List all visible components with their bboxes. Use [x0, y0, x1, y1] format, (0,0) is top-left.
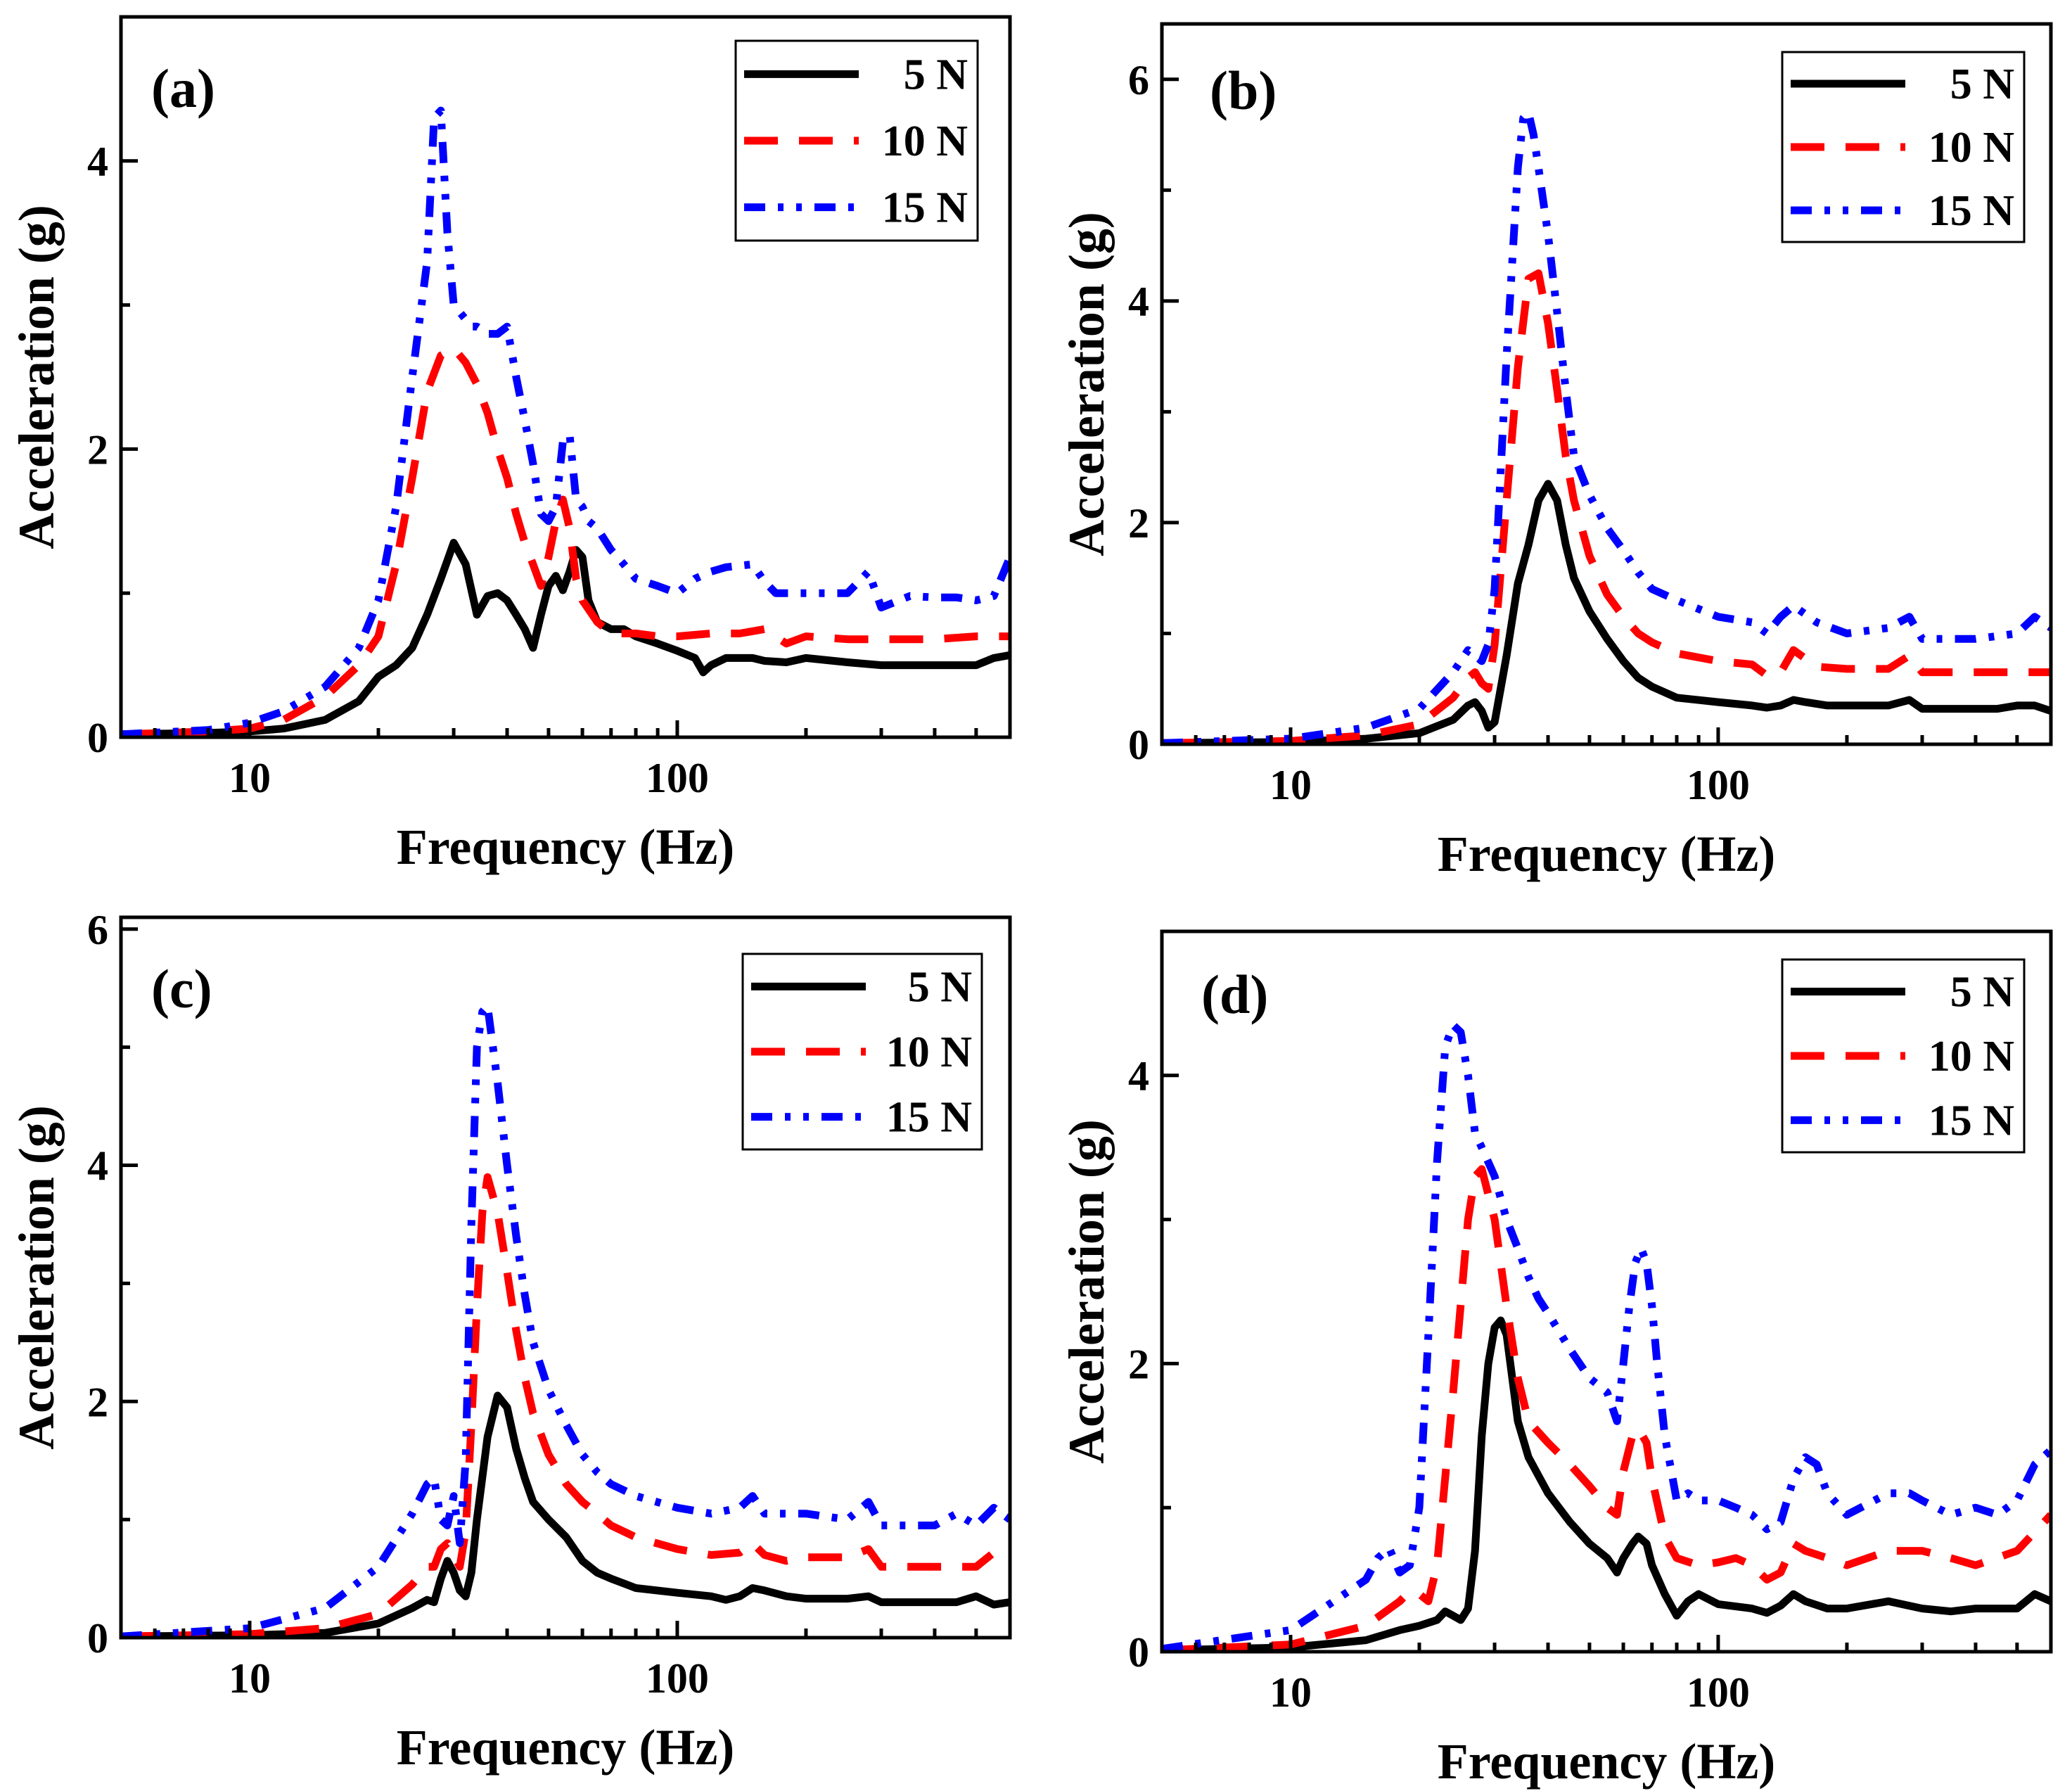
y-tick-label: 2 [1128, 1341, 1149, 1387]
legend-label: 10 N [1929, 1033, 2014, 1081]
legend-label: 15 N [1929, 187, 2014, 235]
y-tick-label: 2 [87, 1379, 108, 1425]
y-tick-label: 0 [1128, 722, 1149, 768]
plot-frame [1160, 929, 2053, 1654]
panel-label: (b) [1210, 60, 1277, 121]
y-axis-title: Acceleration (g) [8, 1105, 65, 1450]
x-axis-title: Frequency (Hz) [1438, 1733, 1776, 1790]
y-axis-title: Acceleration (g) [1059, 212, 1115, 556]
y-tick-label: 4 [1128, 1053, 1149, 1100]
y-tick-label: 6 [1128, 57, 1149, 103]
series-line-15n [121, 1002, 1010, 1638]
legend-label: 15 N [882, 184, 968, 232]
plot-frame [119, 15, 1012, 739]
y-tick-label: 0 [1128, 1629, 1149, 1676]
y-tick-label: 4 [1128, 279, 1149, 325]
series-line-5n [1162, 1316, 2051, 1652]
legend: 5 N 10 N 15 N [741, 952, 983, 1151]
x-axis-title: Frequency (Hz) [1438, 826, 1776, 882]
x-tick-label: 100 [1687, 762, 1750, 808]
legend-label: 5 N [1950, 969, 2014, 1016]
y-tick-label: 0 [87, 715, 108, 761]
legend-label: 5 N [904, 51, 968, 98]
x-tick-label: 10 [1270, 1669, 1312, 1716]
legend-label: 10 N [886, 1028, 972, 1076]
y-tick-label: 0 [87, 1615, 108, 1662]
chart-panel-c: 10 100 0 2 4 6 Frequency (Hz) Acceleration (g) (… [8, 907, 1012, 1776]
panel-label: (d) [1201, 964, 1268, 1025]
legend-label: 15 N [886, 1094, 972, 1142]
series-line-10n [121, 1173, 1010, 1638]
x-tick-label: 10 [229, 755, 271, 801]
legend-label: 5 N [908, 963, 972, 1011]
series-group [121, 106, 1010, 737]
x-tick-label: 10 [229, 1655, 271, 1702]
legend-label: 10 N [1929, 124, 2014, 172]
plot-frame [119, 915, 1012, 1640]
series-line-10n [1162, 1165, 2051, 1652]
series-line-15n [1162, 108, 2051, 744]
x-tick-label: 100 [1687, 1669, 1750, 1716]
series-group [1162, 108, 2051, 744]
y-tick-label: 2 [1128, 500, 1149, 547]
x-tick-label: 100 [646, 1655, 709, 1702]
chart-panel-d: 10 100 0 2 4 Frequency (Hz) Acceleration (g) (d… [1059, 929, 2053, 1790]
chart-panel-b: 10 100 0 2 4 6 Frequency (Hz) Acceleration (g) (… [1059, 22, 2053, 882]
y-axis-title: Acceleration (g) [1059, 1119, 1115, 1464]
y-tick-label: 4 [87, 1143, 108, 1190]
y-tick-label: 4 [87, 139, 108, 185]
legend: 5 N 10 N 15 N [734, 39, 979, 242]
y-tick-label: 2 [87, 426, 108, 473]
x-axis-title: Frequency (Hz) [397, 819, 735, 875]
series-line-5n [1162, 480, 2051, 744]
x-axis-title: Frequency (Hz) [397, 1719, 735, 1776]
legend: 5 N 10 N 15 N [1781, 51, 2026, 243]
series-group [121, 1002, 1010, 1638]
panel-label: (a) [151, 58, 215, 119]
y-tick-label: 6 [87, 907, 108, 953]
series-group [1162, 1021, 2051, 1652]
x-tick-label: 10 [1270, 762, 1312, 808]
series-line-15n [1162, 1021, 2051, 1652]
legend-label: 5 N [1950, 60, 2014, 108]
series-line-10n [1162, 269, 2051, 744]
x-tick-label: 100 [646, 755, 709, 801]
y-axis-title: Acceleration (g) [8, 205, 65, 549]
series-line-15n [121, 106, 1010, 737]
legend-label: 15 N [1929, 1097, 2014, 1145]
panel-label: (c) [151, 958, 212, 1019]
legend: 5 N 10 N 15 N [1781, 958, 2026, 1154]
legend-label: 10 N [882, 117, 968, 165]
series-line-5n [121, 539, 1010, 737]
plot-frame [1160, 22, 2053, 746]
chart-panel-a: 10 100 0 2 4 Frequency (Hz) Acceleration (g) (a… [8, 15, 1012, 875]
series-line-10n [121, 344, 1010, 737]
series-line-5n [121, 1391, 1010, 1638]
